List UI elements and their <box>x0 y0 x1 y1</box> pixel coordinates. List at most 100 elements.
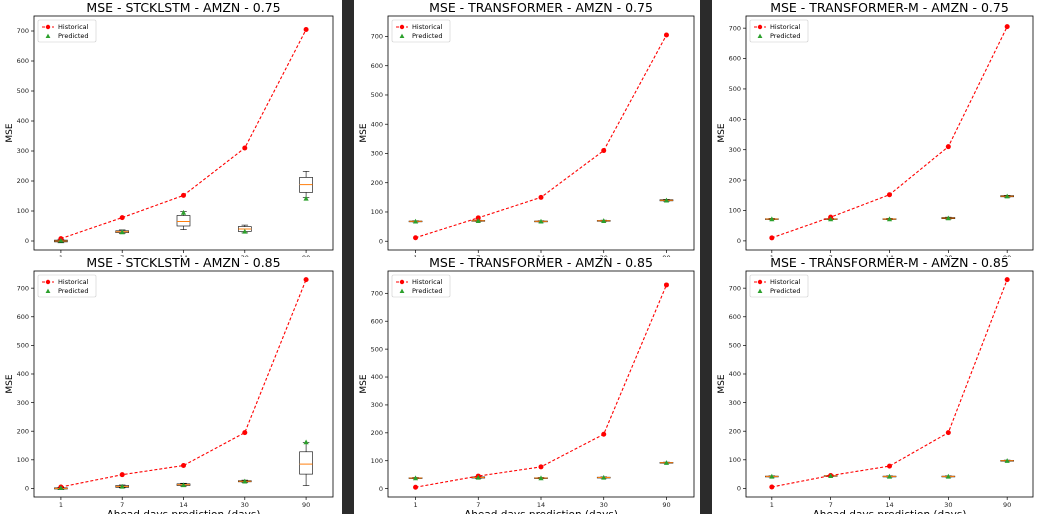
y-tick-label: 600 <box>729 55 741 63</box>
legend-predicted-marker <box>45 288 51 293</box>
predicted-point <box>538 218 544 224</box>
predicted-point <box>886 473 893 479</box>
historical-point <box>303 27 309 32</box>
predicted-point <box>1004 458 1010 463</box>
y-tick-label: 400 <box>371 373 383 381</box>
legend-historical-marker <box>45 24 51 30</box>
y-axis-label: MSE <box>359 374 369 393</box>
predicted-point <box>886 216 893 222</box>
y-tick-label: 300 <box>371 150 383 158</box>
legend-historical-marker <box>757 24 763 30</box>
y-tick-label: 700 <box>729 284 741 292</box>
y-axis-label: MSE <box>359 123 369 142</box>
predicted-point <box>601 474 607 480</box>
x-tick-label: 30 <box>600 501 608 509</box>
predicted-point <box>119 483 125 489</box>
chart-title: MSE - TRANSFORMER - AMZN - 0.85 <box>429 257 653 270</box>
x-tick-label: 90 <box>662 254 670 257</box>
x-axis-label: Ahead days prediction (days) <box>813 509 967 514</box>
legend-predicted-label: Predicted <box>770 287 801 295</box>
predicted-point <box>303 195 309 201</box>
historical-line <box>415 284 667 488</box>
predicted-point <box>828 216 834 222</box>
y-tick-label: 500 <box>729 342 741 350</box>
plot-frame <box>387 15 695 251</box>
y-tick-label: 0 <box>25 485 29 493</box>
predicted-point <box>1004 193 1010 199</box>
x-axis-label: Ahead days prediction (days) <box>107 509 261 514</box>
predicted-point <box>828 473 834 479</box>
x-tick-label: 1 <box>770 254 774 257</box>
y-tick-label: 0 <box>737 485 741 493</box>
x-tick-label: 30 <box>944 254 952 257</box>
x-tick-label: 7 <box>829 501 833 509</box>
y-tick-label: 400 <box>17 117 29 125</box>
y-tick-label: 100 <box>729 456 741 464</box>
predicted-point <box>58 237 64 243</box>
y-tick-label: 500 <box>729 85 741 93</box>
y-tick-label: 100 <box>371 457 383 465</box>
x-tick-label: 14 <box>537 501 545 509</box>
chart-stcklstm-075: MSE - STCKLSTM - AMZN - 0.75 0 100 200 300 40… <box>5 0 334 257</box>
historical-point <box>119 215 125 221</box>
plot-frame <box>745 270 1034 498</box>
y-tick-label: 0 <box>737 237 741 245</box>
y-tick-label: 700 <box>729 24 741 32</box>
legend-box <box>391 19 451 43</box>
x-tick-label: 30 <box>241 501 249 509</box>
x-tick-label: 90 <box>1003 501 1011 509</box>
y-tick-label: 600 <box>17 57 29 65</box>
legend-predicted-label: Predicted <box>58 287 89 295</box>
historical-point <box>1004 277 1010 283</box>
historical-line <box>771 279 1008 488</box>
historical-point <box>413 235 419 241</box>
predicted-point <box>242 478 248 484</box>
predicted-point <box>242 228 248 234</box>
historical-point <box>887 463 892 469</box>
x-tick-label: 14 <box>885 501 893 509</box>
historical-point <box>663 282 669 288</box>
chart-transformer-m-085: MSE - TRANSFORMER-M - AMZN - 0.85 0 100 200… <box>717 257 1034 514</box>
divider-left <box>342 0 354 514</box>
predicted-point <box>303 439 309 445</box>
predicted-point <box>945 215 951 221</box>
legend-box <box>37 274 97 298</box>
y-axis-label: MSE <box>717 374 727 393</box>
legend-box <box>749 274 809 298</box>
y-axis-label: MSE <box>717 123 727 142</box>
y-tick-label: 400 <box>729 116 741 124</box>
chart-title: MSE - TRANSFORMER-M - AMZN - 0.75 <box>770 0 1009 15</box>
predicted-point <box>58 485 64 491</box>
predicted-point <box>601 218 607 223</box>
chart-transformer-m-075: MSE - TRANSFORMER-M - AMZN - 0.75 0 100 200… <box>717 0 1034 257</box>
box-iqr <box>176 215 191 227</box>
chart-transformer-075: MSE - TRANSFORMER - AMZN - 0.75 0 100 200 30… <box>359 0 695 257</box>
predicted-point <box>769 473 775 479</box>
legend-historical-label: Historical <box>770 278 801 286</box>
historical-point <box>601 148 607 154</box>
y-tick-label: 500 <box>371 91 383 99</box>
legend-box <box>391 274 451 298</box>
chart-title: MSE - TRANSFORMER - AMZN - 0.75 <box>429 0 653 15</box>
panel-transformer-m-085: MSE - TRANSFORMER-M - AMZN - 0.85 0 100 200… <box>712 257 1039 514</box>
legend-historical-marker <box>45 279 51 285</box>
x-tick-label: 90 <box>302 254 310 257</box>
historical-point <box>769 235 775 241</box>
legend-box <box>37 19 97 43</box>
predicted-point <box>412 475 419 481</box>
chart-title: MSE - STCKLSTM - AMZN - 0.75 <box>86 0 280 15</box>
historical-point <box>769 484 775 490</box>
y-tick-label: 300 <box>371 401 383 409</box>
y-tick-label: 200 <box>371 179 383 187</box>
historical-point <box>887 192 892 198</box>
historical-line <box>415 34 667 239</box>
panel-stcklstm-085: MSE - STCKLSTM - AMZN - 0.85 0 100 200 300 40… <box>0 257 342 514</box>
predicted-point <box>180 209 187 215</box>
historical-point <box>242 145 248 151</box>
historical-point <box>538 464 544 470</box>
